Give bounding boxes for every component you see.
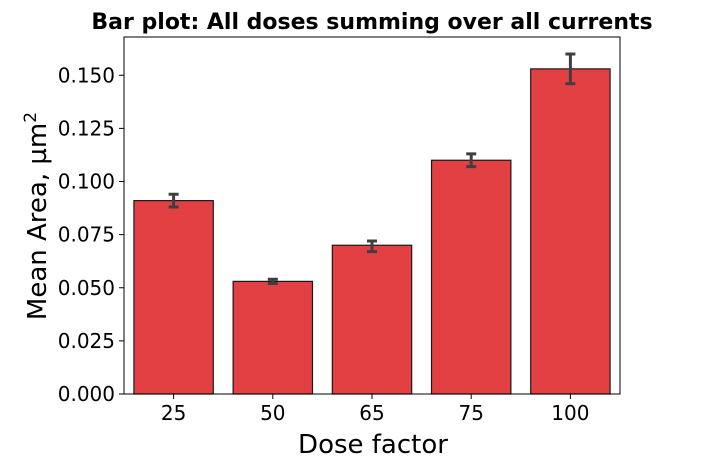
x-tick-label: 25	[161, 401, 186, 425]
bars-group	[133, 68, 611, 395]
bar-100	[530, 68, 611, 395]
y-axis-ticks: 0.000 0.025 0.050 0.075 0.100 0.125 0.150	[58, 63, 124, 406]
bar-75	[430, 159, 512, 395]
y-tick-label: 0.100	[58, 170, 115, 194]
y-axis-label-superscript: 2	[21, 112, 41, 123]
bar-65	[331, 244, 413, 395]
x-axis-label: Dose factor	[298, 430, 448, 460]
error-bar-50	[267, 277, 278, 285]
error-bar-25	[168, 192, 179, 209]
error-bar-65	[367, 239, 377, 254]
y-axis-label: Mean Area, µm2	[21, 112, 53, 320]
error-bar-75	[466, 152, 477, 169]
error-bar-100	[565, 52, 576, 86]
y-axis-label-text: Mean Area, µm	[23, 123, 53, 320]
y-tick-label: 0.050	[58, 276, 115, 300]
y-tick-label: 0.075	[58, 223, 115, 247]
y-tick-label: 0.150	[58, 63, 115, 87]
x-tick-label: 50	[260, 401, 285, 425]
x-tick-label: 100	[551, 401, 589, 425]
y-tick-label: 0.025	[58, 329, 115, 353]
y-tick-label: 0.000	[58, 382, 115, 406]
chart-title: Bar plot: All doses summing over all cur…	[91, 10, 652, 35]
x-tick-label: 75	[458, 401, 483, 425]
bar-25	[133, 200, 214, 395]
x-tick-label: 65	[359, 401, 384, 425]
y-tick-label: 0.125	[58, 116, 115, 140]
x-axis-ticks: 25 50 65 75 100	[161, 394, 589, 425]
bar-50	[232, 280, 314, 395]
error-bars-group	[168, 52, 576, 285]
